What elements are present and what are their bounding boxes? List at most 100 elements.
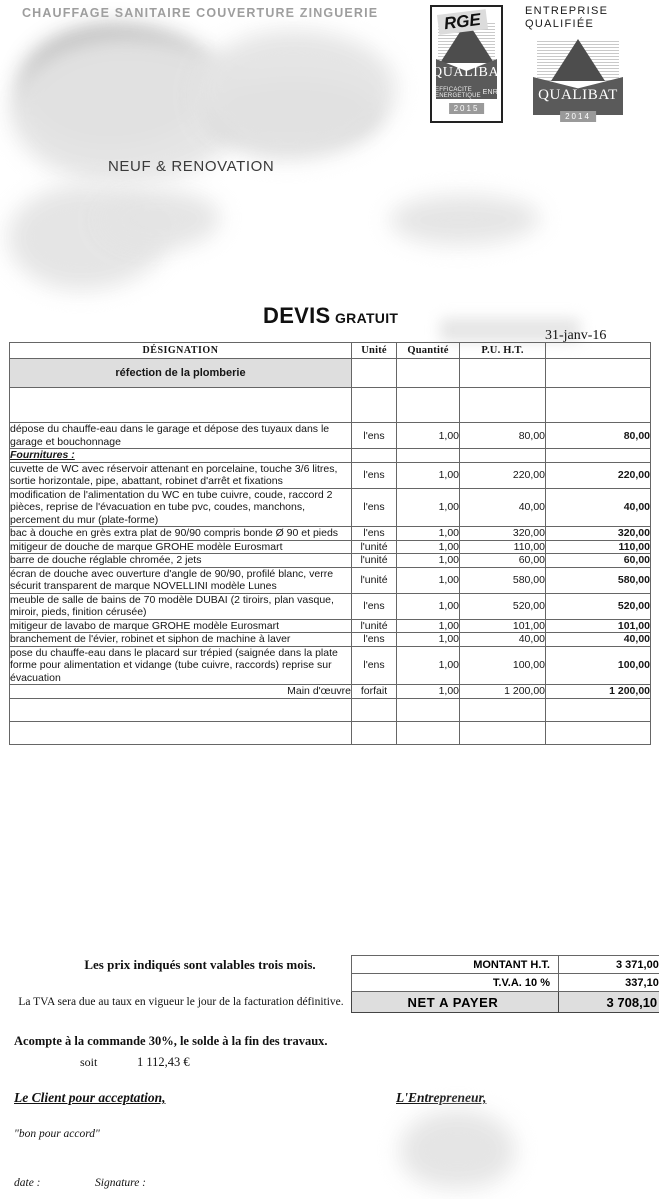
table-row: cuvette de WC avec réservoir attenant en… [9, 461, 651, 489]
redacted-logo-blob-6 [100, 190, 220, 250]
cell-designation: branchement de l'évier, robinet et sipho… [9, 632, 352, 647]
cell-total [545, 448, 651, 463]
totals-table: MONTANT H.T.3 371,00 €T.V.A. 10 %337,10 … [351, 955, 659, 1013]
cell-designation: dépose du chauffe-eau dans le garage et … [9, 422, 352, 449]
cell-quantite [396, 697, 460, 722]
cell-designation: modification de l'alimentation du WC en … [9, 487, 352, 527]
cell-total [545, 358, 651, 388]
cell-total: 80,00 [545, 422, 651, 449]
cell-total: 1 200,00 [545, 684, 651, 699]
cell-pu: 60,00 [459, 553, 546, 568]
col-total [545, 342, 651, 359]
cell-pu: 320,00 [459, 526, 546, 541]
cell-quantite: 1,00 [396, 422, 460, 449]
soit-value: 1 112,43 € [137, 1055, 190, 1069]
redacted-signature-blob [400, 1110, 515, 1188]
cell-total: 580,00 [545, 566, 651, 594]
table-row [9, 697, 651, 722]
cell-total: 101,00 [545, 618, 651, 633]
table-row: réfection de la plomberie [9, 358, 651, 388]
cell-designation: cuvette de WC avec réservoir attenant en… [9, 461, 352, 489]
totals-label: T.V.A. 10 % [351, 973, 559, 992]
cell-total: 100,00 [545, 645, 651, 685]
cell-unite: l'unité [351, 618, 397, 633]
cell-unite [351, 358, 397, 388]
table-row: bac à douche en grès extra plat de 90/90… [9, 526, 651, 541]
cell-designation: barre de douche réglable chromée, 2 jets [9, 553, 352, 568]
table-row: dépose du chauffe-eau dans le garage et … [9, 422, 651, 449]
devis-date: 31-janv-16 [545, 328, 607, 343]
cell-pu [459, 720, 546, 745]
cell-unite: l'ens [351, 632, 397, 647]
cell-unite: l'ens [351, 461, 397, 489]
col-quantite: Quantité [396, 342, 460, 359]
redacted-logo-blob-4 [196, 30, 396, 160]
table-row: branchement de l'évier, robinet et sipho… [9, 632, 651, 647]
redacted-logo-blob-7 [390, 195, 540, 245]
cell-unite [351, 720, 397, 745]
cell-unite: l'ens [351, 526, 397, 541]
cell-quantite: 1,00 [396, 618, 460, 633]
cell-pu: 40,00 [459, 487, 546, 527]
table-row: Main d'œuvre forfait 1,00 1 200,00 1 200,00 [9, 684, 651, 699]
page-title: DEVIS GRATUIT [263, 303, 398, 329]
totals-row: MONTANT H.T.3 371,00 € [351, 955, 659, 974]
cell-unite [351, 387, 397, 423]
company-tagline: CHAUFFAGE SANITAIRE COUVERTURE ZINGUERIE [22, 6, 379, 20]
cell-total: 220,00 [545, 461, 651, 489]
col-unite: Unité [351, 342, 397, 359]
rge-qualibat-badge: QUALIBAT EFFICACITE ENERGETIQUE ENR 2015… [430, 5, 503, 123]
cell-pu: 40,00 [459, 632, 546, 647]
cell-designation: Fournitures : [9, 448, 352, 463]
table-row [9, 720, 651, 745]
table-row: Fournitures : [9, 448, 651, 463]
signature-field-label: Signature : [95, 1177, 146, 1189]
cell-pu [459, 697, 546, 722]
bon-pour-accord-text: "bon pour accord" [14, 1128, 100, 1140]
entreprise-qualifiee-badge: ENTREPRISE QUALIFIÉE QUALIBAT 2014 [523, 5, 633, 127]
table-row [9, 387, 651, 423]
cell-total [545, 720, 651, 745]
cell-quantite: 1,00 [396, 592, 460, 620]
totals-value: 3 371,00 € [558, 955, 659, 974]
cell-designation: meuble de salle de bains de 70 modèle DU… [9, 592, 352, 620]
col-pu-ht: P.U. H.T. [459, 342, 546, 359]
cell-total: 60,00 [545, 553, 651, 568]
cell-designation [9, 720, 352, 745]
qualibat-word-2: QUALIBAT [538, 87, 618, 103]
cell-pu: 580,00 [459, 566, 546, 594]
cell-total [545, 387, 651, 423]
cell-pu [459, 358, 546, 388]
cell-unite: l'unité [351, 539, 397, 554]
qualibat-year-chip: 2014 [560, 111, 596, 122]
cell-designation: écran de douche avec ouverture d'angle d… [9, 566, 352, 594]
cell-pu: 110,00 [459, 539, 546, 554]
col-designation: DÉSIGNATION [9, 342, 352, 359]
cell-quantite: 1,00 [396, 539, 460, 554]
rge-enr-text: ENR [482, 89, 498, 96]
cell-quantite [396, 358, 460, 388]
cell-unite: l'ens [351, 487, 397, 527]
cell-total [545, 697, 651, 722]
cell-unite: l'ens [351, 592, 397, 620]
cell-pu: 101,00 [459, 618, 546, 633]
cell-designation: mitigeur de douche de marque GROHE modèl… [9, 539, 352, 554]
cell-total: 40,00 [545, 487, 651, 527]
cell-pu: 220,00 [459, 461, 546, 489]
cell-quantite: 1,00 [396, 645, 460, 685]
cell-total: 320,00 [545, 526, 651, 541]
title-gratuit: GRATUIT [334, 310, 399, 326]
entreprise-line-1: ENTREPRISE [525, 5, 609, 17]
cell-quantite: 1,00 [396, 684, 460, 699]
validity-note: Les prix indiqués sont valables trois mo… [84, 957, 316, 972]
cell-quantite: 1,00 [396, 461, 460, 489]
entreprise-line-2: QUALIFIÉE [525, 18, 595, 30]
cell-pu [459, 387, 546, 423]
cell-unite: l'ens [351, 645, 397, 685]
cell-designation: réfection de la plomberie [9, 358, 352, 388]
client-signature-heading: Le Client pour acceptation, [14, 1090, 166, 1105]
devis-table: DÉSIGNATION Unité Quantité P.U. H.T. réf… [9, 342, 651, 745]
cell-designation [9, 697, 352, 722]
cell-quantite: 1,00 [396, 553, 460, 568]
